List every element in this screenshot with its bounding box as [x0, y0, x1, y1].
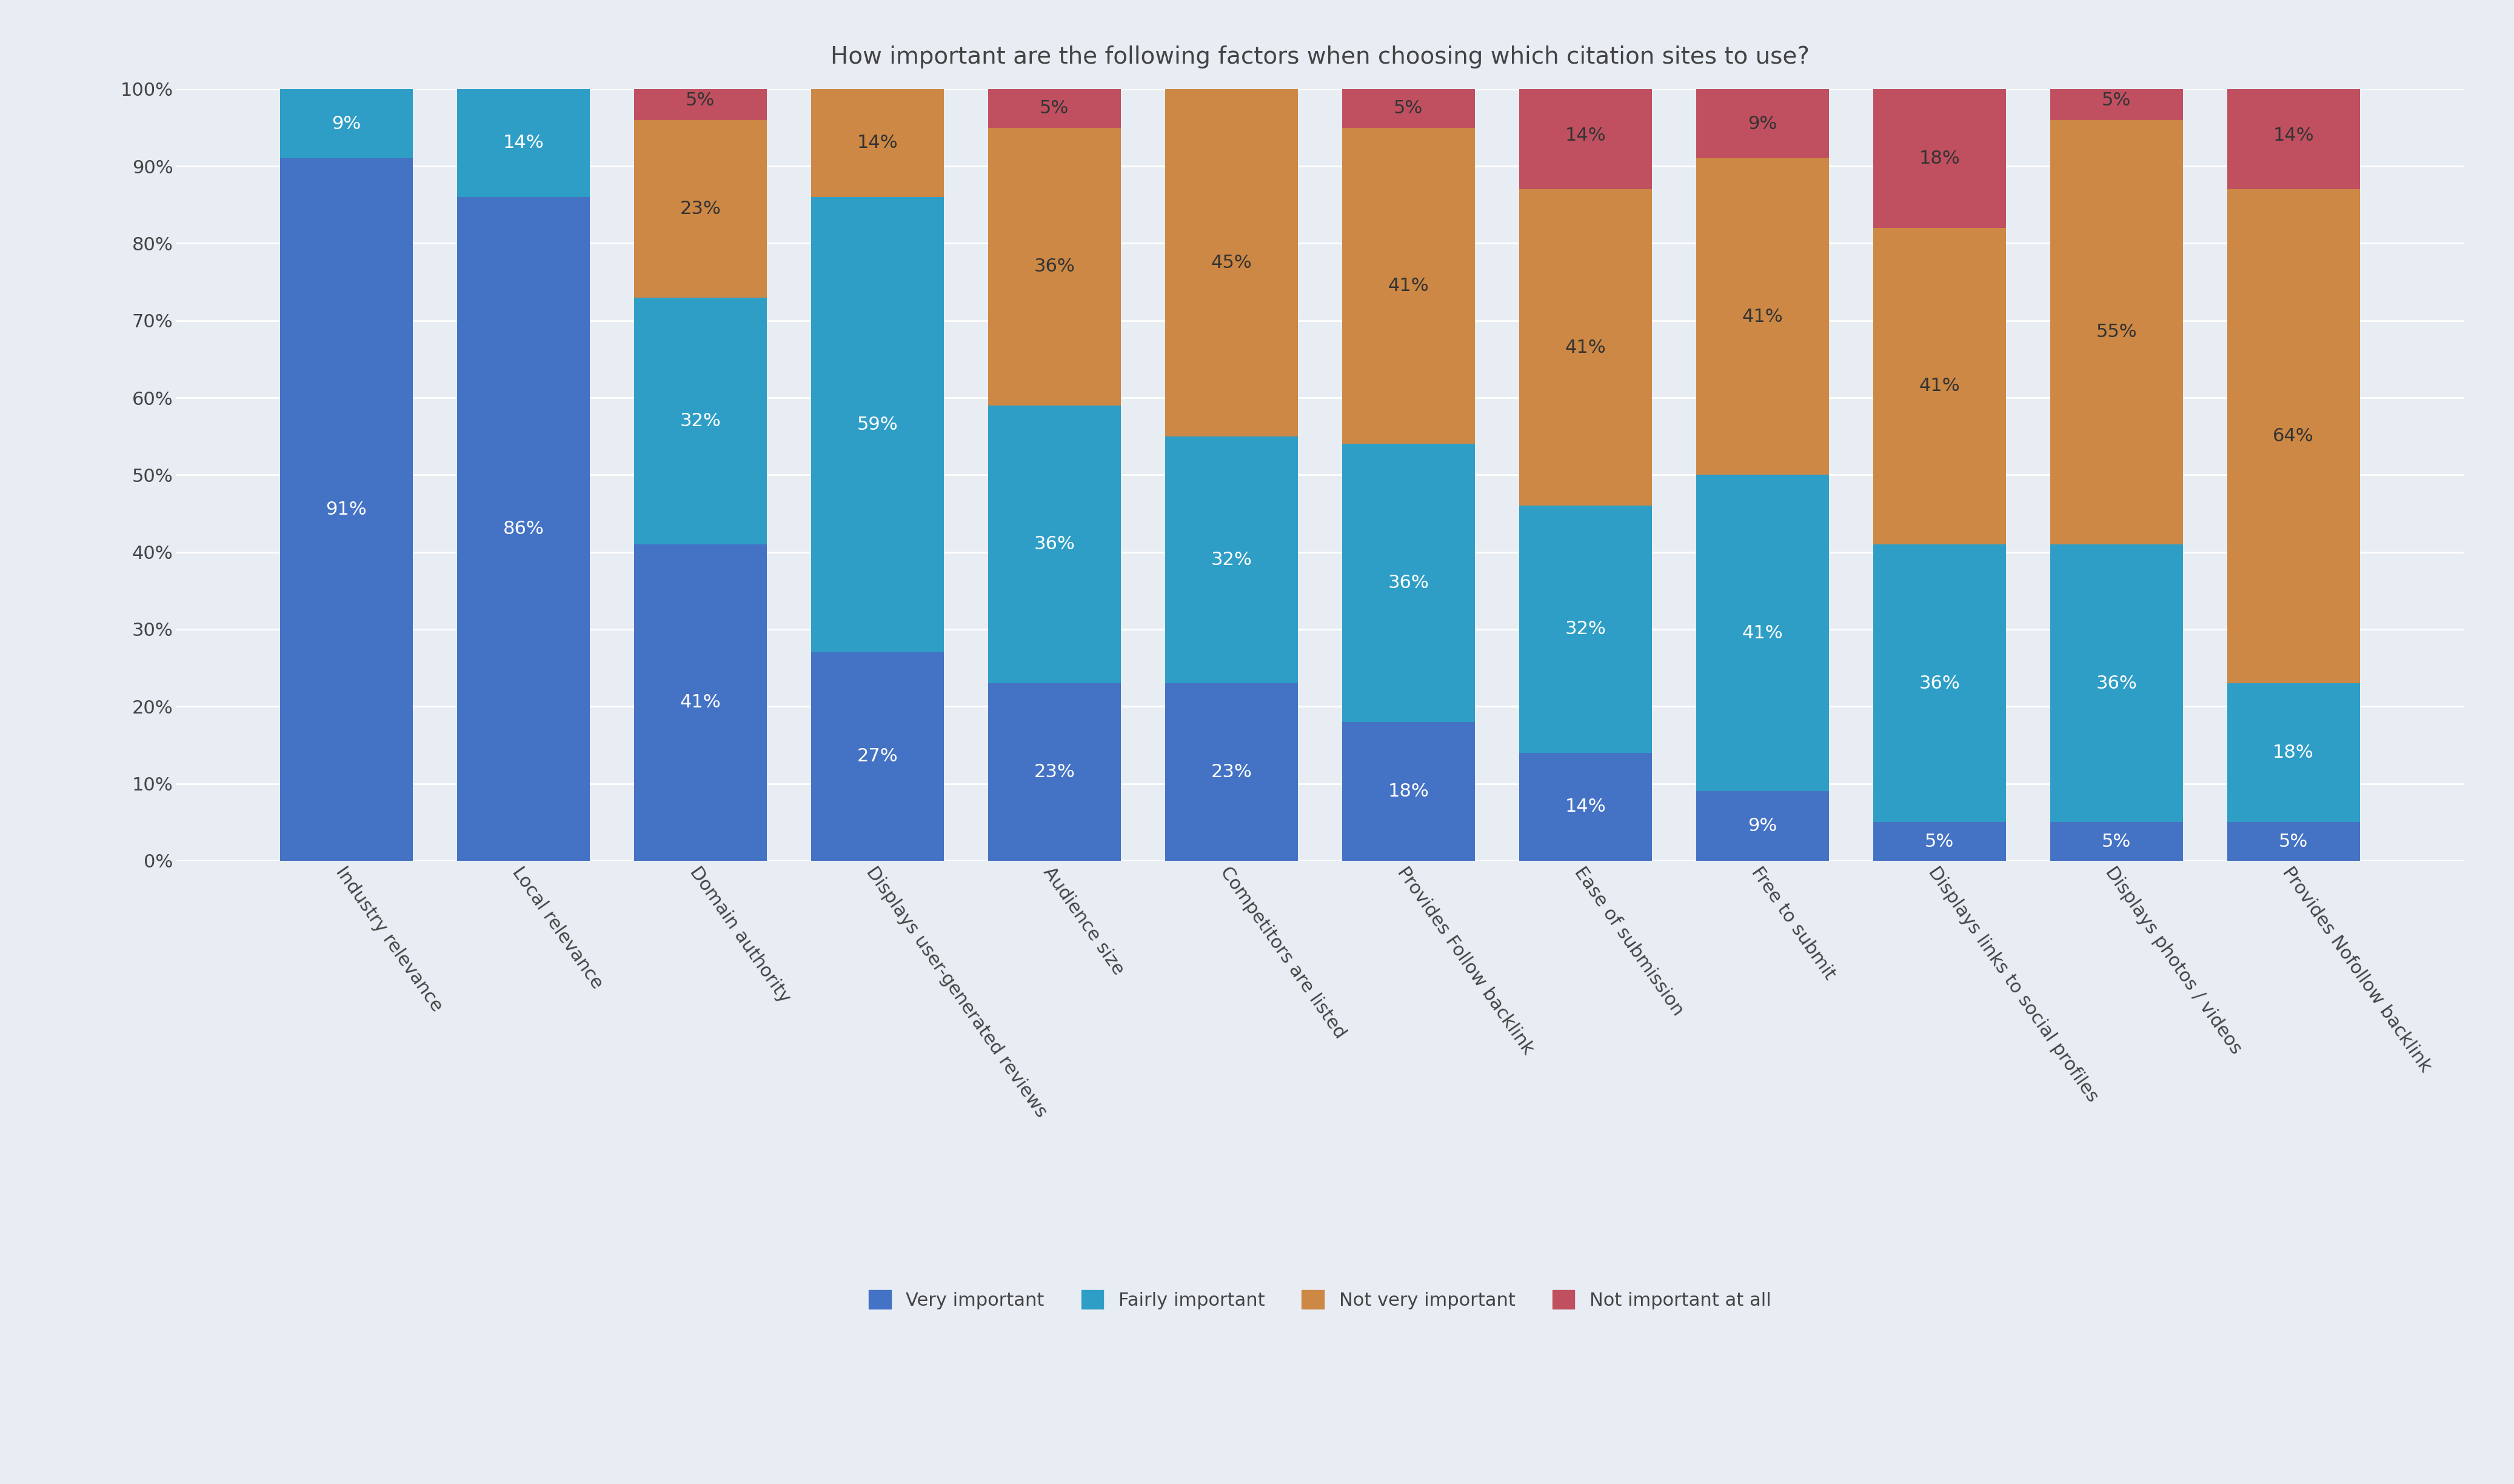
Text: 23%: 23% [1033, 763, 1076, 781]
Text: 23%: 23% [679, 200, 722, 218]
Bar [1873, 89, 2006, 229]
Text: 36%: 36% [1918, 674, 1961, 692]
Bar [2049, 82, 2182, 120]
Bar [1873, 822, 2006, 861]
Bar [1697, 475, 1828, 791]
Text: 41%: 41% [1918, 377, 1961, 395]
Text: 5%: 5% [2278, 833, 2308, 850]
Text: 32%: 32% [679, 413, 722, 430]
Text: 27%: 27% [857, 748, 897, 766]
Text: 32%: 32% [1564, 620, 1606, 638]
Bar [1342, 128, 1476, 444]
Bar [1873, 229, 2006, 545]
Text: 9%: 9% [1747, 114, 1777, 132]
Bar [1873, 545, 2006, 822]
Bar [988, 128, 1121, 405]
Bar [279, 89, 412, 159]
Text: 5%: 5% [1926, 833, 1953, 850]
Bar [1518, 190, 1652, 506]
Bar [279, 159, 412, 861]
Bar [458, 89, 591, 197]
Bar [1518, 752, 1652, 861]
Bar [988, 89, 1121, 128]
Text: 36%: 36% [1033, 536, 1076, 554]
Text: 55%: 55% [2097, 324, 2137, 341]
Text: 41%: 41% [1742, 625, 1782, 643]
Text: 41%: 41% [679, 693, 722, 711]
Bar [2049, 120, 2182, 545]
Text: 14%: 14% [503, 134, 543, 151]
Bar [2227, 82, 2361, 190]
Text: 18%: 18% [1918, 150, 1961, 168]
Text: 41%: 41% [1388, 278, 1428, 295]
Bar [1342, 721, 1476, 861]
Legend: Very important, Fairly important, Not very important, Not important at all: Very important, Fairly important, Not ve… [850, 1272, 1790, 1328]
Bar [1164, 436, 1297, 683]
Text: 86%: 86% [503, 519, 543, 537]
Text: 5%: 5% [2102, 833, 2132, 850]
Text: 14%: 14% [1564, 126, 1606, 144]
Bar [812, 89, 943, 197]
Bar [988, 683, 1121, 861]
Bar [1342, 444, 1476, 721]
Text: 9%: 9% [332, 114, 362, 132]
Text: 18%: 18% [1388, 782, 1428, 800]
Text: 14%: 14% [857, 134, 897, 151]
Bar [2227, 822, 2361, 861]
Text: 5%: 5% [686, 92, 714, 110]
Text: 64%: 64% [2273, 427, 2313, 445]
Text: 18%: 18% [2273, 743, 2313, 761]
Bar [634, 545, 767, 861]
Text: 14%: 14% [2273, 126, 2313, 144]
Text: 5%: 5% [1393, 99, 1423, 117]
Bar [1518, 506, 1652, 752]
Bar [1164, 683, 1297, 861]
Text: 45%: 45% [1212, 254, 1252, 272]
Bar [634, 297, 767, 545]
Text: 41%: 41% [1564, 338, 1606, 356]
Text: 91%: 91% [327, 500, 367, 518]
Bar [988, 405, 1121, 683]
Text: 5%: 5% [2102, 92, 2132, 110]
Text: 41%: 41% [1742, 307, 1782, 325]
Bar [812, 197, 943, 653]
Text: 14%: 14% [1564, 798, 1606, 816]
Title: How important are the following factors when choosing which citation sites to us: How important are the following factors … [830, 46, 1810, 68]
Text: 5%: 5% [1041, 99, 1068, 117]
Text: 36%: 36% [1033, 258, 1076, 276]
Bar [634, 82, 767, 120]
Bar [812, 653, 943, 861]
Text: 36%: 36% [2097, 674, 2137, 692]
Bar [2049, 822, 2182, 861]
Text: 36%: 36% [1388, 574, 1428, 592]
Text: 9%: 9% [1747, 818, 1777, 835]
Bar [634, 120, 767, 297]
Bar [1342, 89, 1476, 128]
Bar [1697, 791, 1828, 861]
Text: 23%: 23% [1212, 763, 1252, 781]
Bar [458, 197, 591, 861]
Bar [1518, 82, 1652, 190]
Bar [2227, 190, 2361, 683]
Bar [1697, 159, 1828, 475]
Bar [2049, 545, 2182, 822]
Text: 59%: 59% [857, 416, 897, 433]
Bar [2227, 683, 2361, 822]
Bar [1164, 89, 1297, 436]
Bar [1697, 89, 1828, 159]
Text: 32%: 32% [1212, 551, 1252, 568]
